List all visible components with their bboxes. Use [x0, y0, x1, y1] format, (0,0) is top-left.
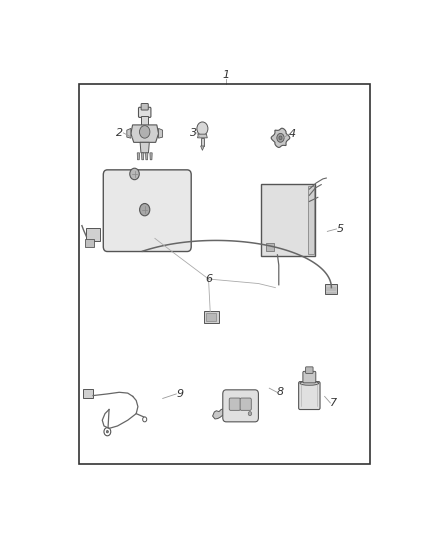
FancyBboxPatch shape — [240, 398, 251, 410]
Polygon shape — [141, 116, 148, 125]
Polygon shape — [140, 142, 149, 153]
Text: 9: 9 — [176, 389, 183, 399]
Polygon shape — [127, 128, 131, 138]
FancyBboxPatch shape — [206, 313, 216, 321]
FancyBboxPatch shape — [204, 311, 219, 323]
Polygon shape — [271, 128, 290, 148]
FancyBboxPatch shape — [306, 367, 313, 374]
FancyBboxPatch shape — [141, 103, 148, 110]
FancyBboxPatch shape — [85, 239, 94, 247]
FancyBboxPatch shape — [138, 107, 151, 117]
Text: 3: 3 — [190, 128, 197, 138]
Circle shape — [106, 431, 108, 433]
Text: 2: 2 — [117, 128, 124, 138]
FancyBboxPatch shape — [265, 243, 274, 251]
Polygon shape — [198, 134, 207, 138]
FancyBboxPatch shape — [299, 382, 320, 409]
Polygon shape — [145, 153, 148, 160]
FancyBboxPatch shape — [308, 186, 314, 254]
Ellipse shape — [300, 381, 319, 385]
Circle shape — [277, 133, 284, 142]
Text: 5: 5 — [336, 224, 343, 234]
Polygon shape — [159, 128, 162, 138]
Polygon shape — [201, 146, 204, 150]
Polygon shape — [131, 125, 159, 142]
FancyBboxPatch shape — [86, 228, 100, 241]
FancyBboxPatch shape — [83, 389, 93, 398]
Circle shape — [197, 122, 208, 135]
FancyBboxPatch shape — [303, 372, 316, 383]
Circle shape — [248, 411, 251, 416]
FancyBboxPatch shape — [325, 284, 337, 294]
FancyBboxPatch shape — [261, 184, 315, 256]
Polygon shape — [201, 138, 204, 146]
FancyBboxPatch shape — [103, 170, 191, 252]
Polygon shape — [212, 409, 228, 419]
Text: 1: 1 — [223, 70, 230, 79]
FancyBboxPatch shape — [229, 398, 240, 410]
Circle shape — [279, 136, 282, 140]
Text: 7: 7 — [330, 398, 337, 408]
Circle shape — [140, 204, 150, 216]
Polygon shape — [150, 153, 152, 160]
FancyBboxPatch shape — [223, 390, 258, 422]
Polygon shape — [141, 153, 144, 160]
Text: 8: 8 — [277, 387, 284, 397]
Circle shape — [130, 168, 139, 180]
Circle shape — [140, 126, 150, 138]
Polygon shape — [137, 153, 140, 160]
Text: 4: 4 — [289, 129, 296, 139]
Text: 6: 6 — [205, 274, 212, 284]
